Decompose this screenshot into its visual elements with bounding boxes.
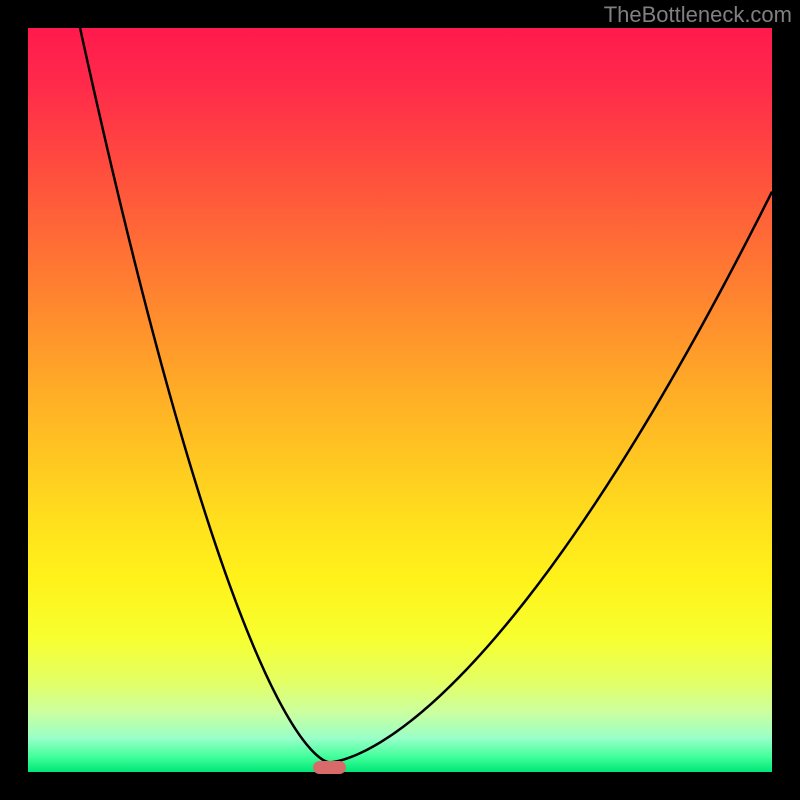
curve-left xyxy=(80,28,329,762)
curve-right xyxy=(329,192,772,763)
chart-container: TheBottleneck.com xyxy=(0,0,800,800)
minimum-marker xyxy=(313,761,346,774)
plot-area xyxy=(28,28,772,772)
curve-layer xyxy=(28,28,772,772)
watermark-text: TheBottleneck.com xyxy=(604,2,792,28)
